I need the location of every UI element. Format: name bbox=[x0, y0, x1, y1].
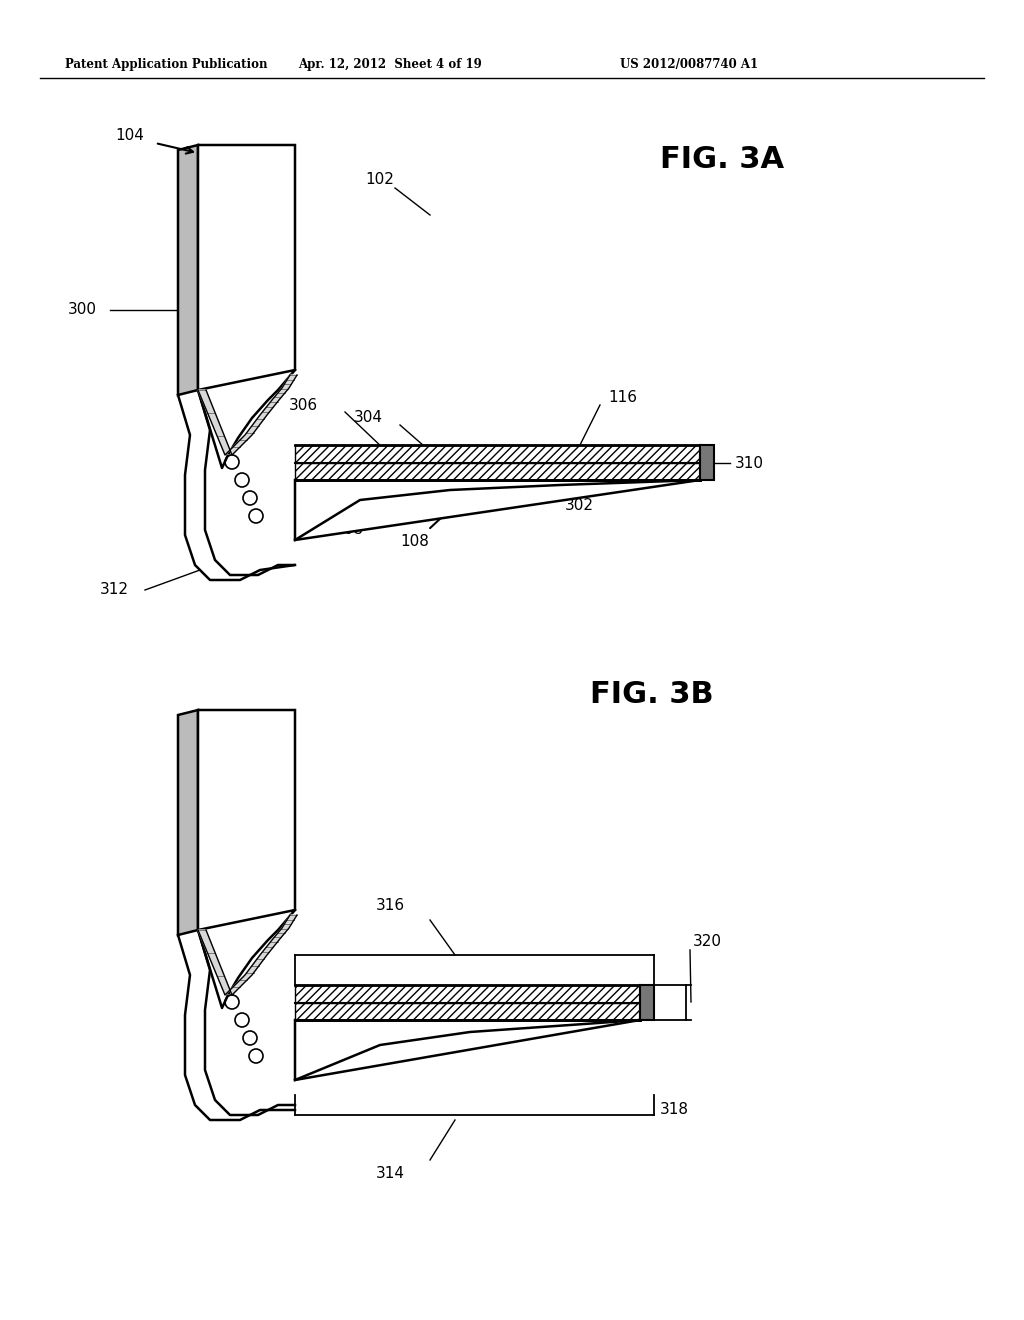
Text: 304: 304 bbox=[354, 411, 383, 425]
Text: 300: 300 bbox=[68, 302, 97, 318]
Text: 102: 102 bbox=[366, 173, 394, 187]
Text: 320: 320 bbox=[693, 935, 722, 949]
Text: Apr. 12, 2012  Sheet 4 of 19: Apr. 12, 2012 Sheet 4 of 19 bbox=[298, 58, 482, 71]
Text: 310: 310 bbox=[735, 455, 764, 470]
Polygon shape bbox=[198, 375, 297, 455]
Polygon shape bbox=[198, 710, 295, 931]
Bar bbox=[295, 985, 640, 1003]
Text: 306: 306 bbox=[289, 397, 318, 412]
Text: 308: 308 bbox=[335, 523, 364, 537]
Polygon shape bbox=[198, 145, 295, 389]
Bar bbox=[295, 445, 700, 463]
Text: 302: 302 bbox=[565, 498, 594, 512]
Text: 104: 104 bbox=[115, 128, 144, 143]
Polygon shape bbox=[198, 915, 297, 995]
Text: Patent Application Publication: Patent Application Publication bbox=[65, 58, 267, 71]
Polygon shape bbox=[178, 145, 198, 395]
Text: 108: 108 bbox=[400, 535, 429, 549]
Text: 318: 318 bbox=[660, 1102, 689, 1118]
Bar bbox=[700, 445, 714, 480]
Bar bbox=[640, 985, 654, 1020]
Text: FIG. 3A: FIG. 3A bbox=[660, 145, 784, 174]
Polygon shape bbox=[295, 1020, 640, 1080]
Text: 312: 312 bbox=[100, 582, 129, 598]
Text: FIG. 3B: FIG. 3B bbox=[590, 680, 714, 709]
Bar bbox=[295, 1003, 640, 1020]
Text: 314: 314 bbox=[376, 1166, 404, 1180]
Polygon shape bbox=[295, 480, 700, 540]
Text: US 2012/0087740 A1: US 2012/0087740 A1 bbox=[620, 58, 758, 71]
Polygon shape bbox=[178, 710, 198, 935]
Bar bbox=[295, 463, 700, 480]
Text: 316: 316 bbox=[376, 898, 404, 912]
Text: 116: 116 bbox=[608, 391, 637, 405]
